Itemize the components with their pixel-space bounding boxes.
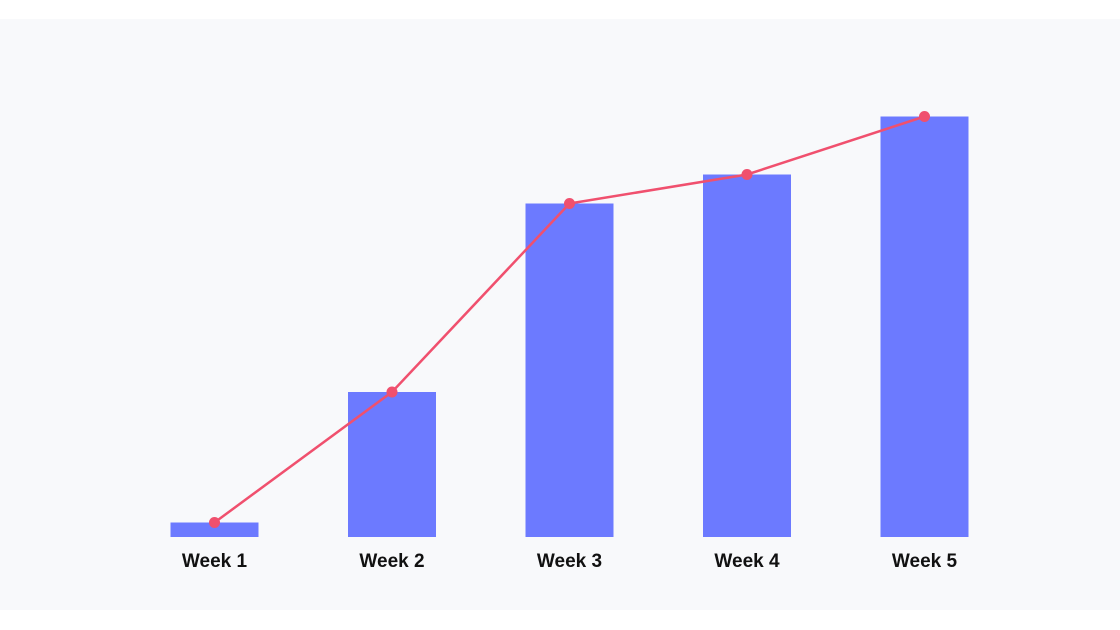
bar-week-1 [170,522,259,537]
line-point-week-4 [741,169,753,180]
bars-layer [170,116,969,537]
line-point-week-2 [386,386,398,398]
x-axis-labels: Week 1 Week 2 Week 3 Week 4 Week 5 [182,551,958,572]
bar-week-5 [880,116,969,537]
x-tick-label: Week 3 [537,551,602,572]
bar-week-3 [525,203,614,537]
x-tick-label: Week 5 [892,551,958,572]
x-tick-label: Week 1 [182,551,248,572]
line-layer [209,111,930,528]
x-tick-label: Week 4 [714,551,780,572]
line-point-week-3 [564,198,575,209]
line-point-week-1 [209,517,220,528]
bar-week-4 [703,174,791,537]
x-tick-label: Week 2 [359,551,424,572]
bar-week-2 [348,392,436,537]
line-point-week-5 [919,111,930,122]
